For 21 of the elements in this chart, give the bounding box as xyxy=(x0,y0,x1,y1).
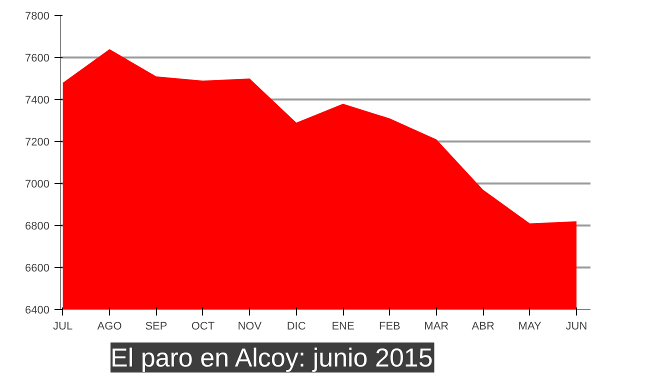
x-tick-label: DIC xyxy=(286,320,306,332)
y-tick-label: 7200 xyxy=(25,136,50,148)
x-tick-label: JUN xyxy=(566,320,588,332)
x-tick-label: NOV xyxy=(238,320,262,332)
y-tick-label: 6800 xyxy=(25,220,50,232)
y-tick-label: 7600 xyxy=(25,52,50,64)
y-tick-label: 6600 xyxy=(25,262,50,274)
y-tick-label: 7800 xyxy=(25,10,50,22)
x-tick-label: MAR xyxy=(424,320,449,332)
text: El paro en Alcoy: junio 2015 xyxy=(110,342,433,372)
x-tick-label: JUL xyxy=(53,320,73,332)
x-tick-label: FEB xyxy=(379,320,400,332)
x-tick-label: MAY xyxy=(518,320,542,332)
x-tick-label: AGO xyxy=(97,320,122,332)
x-tick-label: OCT xyxy=(191,320,215,332)
y-tick-label: 7400 xyxy=(25,94,50,106)
x-tick-label: ENE xyxy=(332,320,354,332)
y-tick-label: 6400 xyxy=(25,304,50,316)
y-tick-label: 7000 xyxy=(25,178,50,190)
x-tick-label: ABR xyxy=(472,320,494,332)
x-tick-label: SEP xyxy=(145,320,168,332)
